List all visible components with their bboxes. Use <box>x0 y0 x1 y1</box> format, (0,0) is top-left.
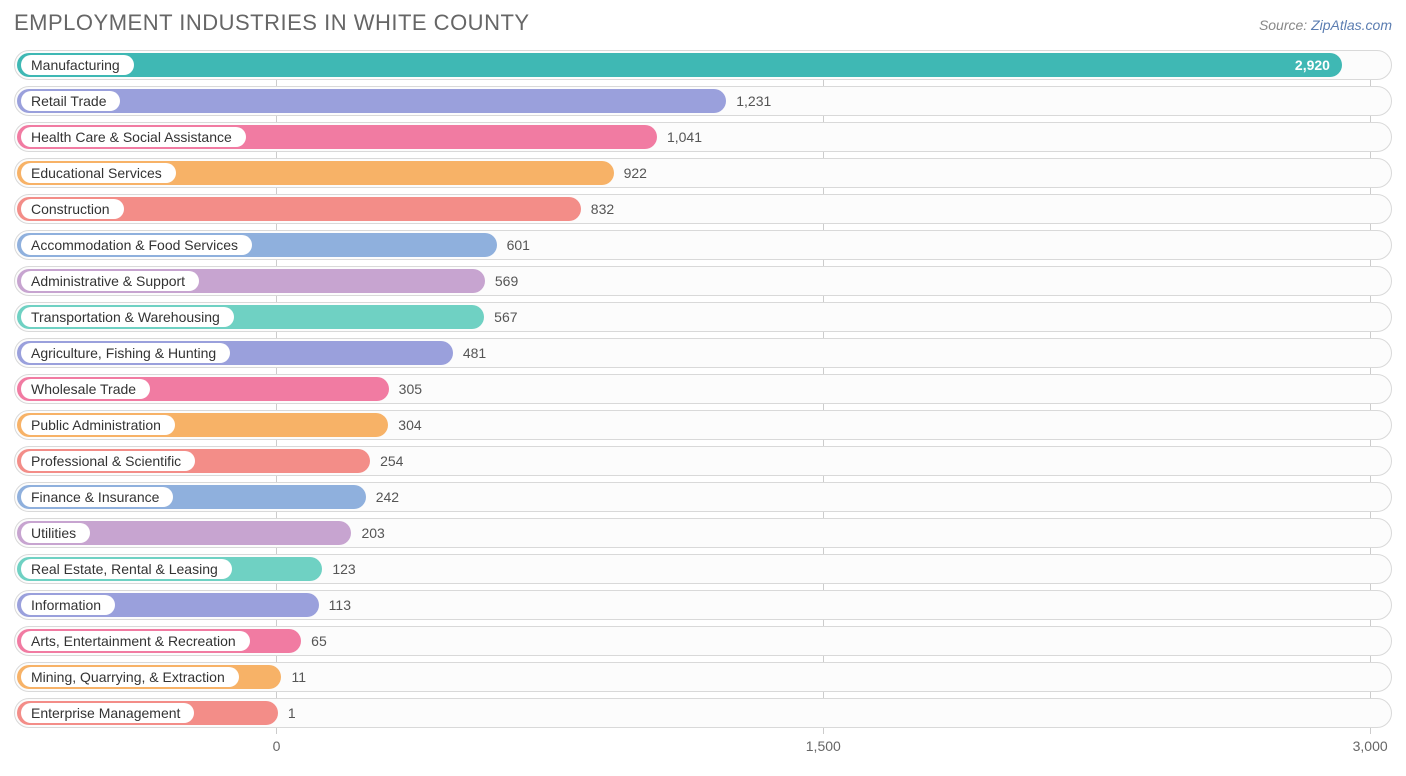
category-label: Finance & Insurance <box>31 489 159 505</box>
category-label: Public Administration <box>31 417 161 433</box>
bar-row: Utilities 203 <box>14 518 1392 548</box>
value-label: 1,231 <box>726 87 771 115</box>
value-label: 123 <box>322 555 355 583</box>
category-label: Professional & Scientific <box>31 453 181 469</box>
bar <box>17 89 726 113</box>
category-label: Arts, Entertainment & Recreation <box>31 633 236 649</box>
bar-row: Construction 832 <box>14 194 1392 224</box>
category-label: Health Care & Social Assistance <box>31 129 232 145</box>
category-pill: Educational Services <box>21 163 176 183</box>
value-label: 203 <box>351 519 384 547</box>
category-pill: Mining, Quarrying, & Extraction <box>21 667 239 687</box>
bar-row: Retail Trade 1,231 <box>14 86 1392 116</box>
category-pill: Transportation & Warehousing <box>21 307 234 327</box>
category-label: Mining, Quarrying, & Extraction <box>31 669 225 685</box>
value-label: 601 <box>497 231 530 259</box>
category-label: Educational Services <box>31 165 162 181</box>
category-label: Administrative & Support <box>31 273 185 289</box>
category-pill: Professional & Scientific <box>21 451 195 471</box>
bar-row: Accommodation & Food Services 601 <box>14 230 1392 260</box>
bar-row: Public Administration 304 <box>14 410 1392 440</box>
category-pill: Wholesale Trade <box>21 379 150 399</box>
category-pill: Real Estate, Rental & Leasing <box>21 559 232 579</box>
category-label: Utilities <box>31 525 76 541</box>
category-pill: Finance & Insurance <box>21 487 173 507</box>
axis-tick: 3,000 <box>1353 738 1388 754</box>
bar-row: Agriculture, Fishing & Hunting 481 <box>14 338 1392 368</box>
bar-row: Wholesale Trade 305 <box>14 374 1392 404</box>
category-pill: Construction <box>21 199 124 219</box>
category-label: Transportation & Warehousing <box>31 309 220 325</box>
category-label: Accommodation & Food Services <box>31 237 238 253</box>
axis-tick: 0 <box>273 738 281 754</box>
bar-row: Arts, Entertainment & Recreation 65 <box>14 626 1392 656</box>
value-label: 569 <box>485 267 518 295</box>
category-label: Enterprise Management <box>31 705 180 721</box>
value-label: 11 <box>281 663 306 691</box>
bar-row: Information 113 <box>14 590 1392 620</box>
value-label: 832 <box>581 195 614 223</box>
category-pill: Arts, Entertainment & Recreation <box>21 631 250 651</box>
category-label: Agriculture, Fishing & Hunting <box>31 345 216 361</box>
value-label: 113 <box>319 591 351 619</box>
category-pill: Public Administration <box>21 415 175 435</box>
bar-row: Administrative & Support 569 <box>14 266 1392 296</box>
category-pill: Manufacturing <box>21 55 134 75</box>
category-label: Retail Trade <box>31 93 106 109</box>
value-label: 242 <box>366 483 399 511</box>
category-pill: Administrative & Support <box>21 271 199 291</box>
value-label: 65 <box>301 627 327 655</box>
source-prefix: Source: <box>1259 17 1311 33</box>
source-link[interactable]: ZipAtlas.com <box>1311 17 1392 33</box>
category-label: Manufacturing <box>31 57 120 73</box>
axis-tick: 1,500 <box>806 738 841 754</box>
chart-title: EMPLOYMENT INDUSTRIES IN WHITE COUNTY <box>14 10 530 36</box>
category-pill: Utilities <box>21 523 90 543</box>
bar: 2,920 <box>17 53 1342 77</box>
category-pill: Information <box>21 595 115 615</box>
value-label: 2,920 <box>1295 53 1330 77</box>
chart-area: 2,920 Manufacturing Retail Trade 1,231 Healt… <box>14 50 1392 760</box>
category-pill: Accommodation & Food Services <box>21 235 252 255</box>
value-label: 922 <box>614 159 647 187</box>
category-label: Wholesale Trade <box>31 381 136 397</box>
bar-row: 2,920 Manufacturing <box>14 50 1392 80</box>
bar-row: Mining, Quarrying, & Extraction 11 <box>14 662 1392 692</box>
value-label: 304 <box>388 411 421 439</box>
category-pill: Retail Trade <box>21 91 120 111</box>
bar-row: Educational Services 922 <box>14 158 1392 188</box>
category-pill: Agriculture, Fishing & Hunting <box>21 343 230 363</box>
bar-row: Health Care & Social Assistance 1,041 <box>14 122 1392 152</box>
value-label: 1,041 <box>657 123 702 151</box>
x-axis: 0 1,500 3,000 <box>14 734 1392 760</box>
bar-row: Enterprise Management 1 <box>14 698 1392 728</box>
value-label: 481 <box>453 339 486 367</box>
category-label: Construction <box>31 201 110 217</box>
bar-row: Professional & Scientific 254 <box>14 446 1392 476</box>
chart-header: EMPLOYMENT INDUSTRIES IN WHITE COUNTY So… <box>14 10 1392 36</box>
category-pill: Health Care & Social Assistance <box>21 127 246 147</box>
value-label: 1 <box>278 699 296 727</box>
value-label: 305 <box>389 375 422 403</box>
category-label: Real Estate, Rental & Leasing <box>31 561 218 577</box>
chart-rows: 2,920 Manufacturing Retail Trade 1,231 Healt… <box>14 50 1392 728</box>
bar-row: Transportation & Warehousing 567 <box>14 302 1392 332</box>
category-pill: Enterprise Management <box>21 703 194 723</box>
chart-source: Source: ZipAtlas.com <box>1259 17 1392 33</box>
bar-row: Finance & Insurance 242 <box>14 482 1392 512</box>
value-label: 254 <box>370 447 403 475</box>
bar-row: Real Estate, Rental & Leasing 123 <box>14 554 1392 584</box>
category-label: Information <box>31 597 101 613</box>
value-label: 567 <box>484 303 517 331</box>
